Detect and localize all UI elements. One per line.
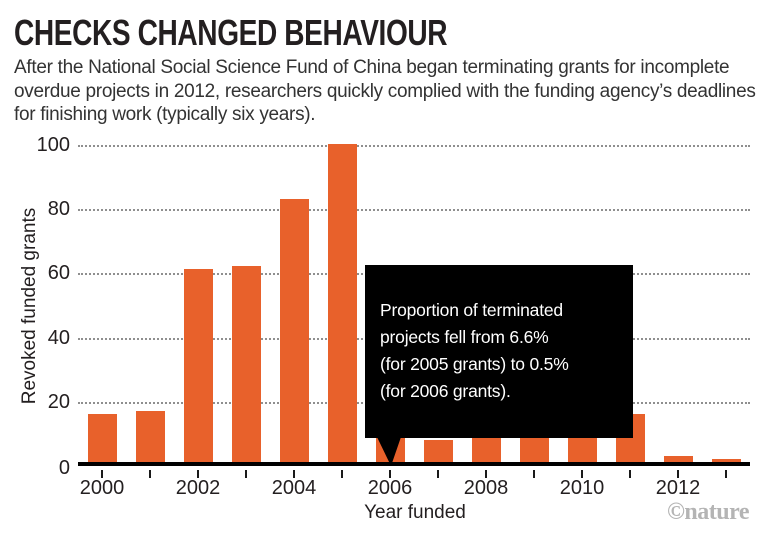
x-tick-2012 bbox=[677, 470, 679, 478]
gridline-100 bbox=[78, 145, 750, 147]
nature-credit: ©nature bbox=[667, 499, 750, 525]
x-tick-2002 bbox=[197, 470, 199, 478]
x-tick-2006 bbox=[389, 470, 391, 478]
x-tick-2010 bbox=[581, 470, 583, 478]
bar-2003 bbox=[231, 266, 261, 462]
x-tick-label-2008: 2008 bbox=[463, 477, 509, 499]
y-tick-label-0: 0 bbox=[58, 457, 70, 479]
y-tick-label-100: 100 bbox=[36, 134, 70, 156]
y-axis-title: Revoked funded grants bbox=[19, 207, 40, 405]
x-tick-2001 bbox=[149, 470, 151, 478]
gridline-80 bbox=[78, 209, 750, 212]
x-tick-2011 bbox=[629, 470, 631, 478]
y-tick-label-20: 20 bbox=[47, 390, 70, 413]
chart-subtitle: After the National Social Science Fund o… bbox=[14, 57, 756, 125]
x-tick-label-2006: 2006 bbox=[367, 477, 413, 499]
bar-2005 bbox=[327, 144, 357, 462]
bar-2007 bbox=[423, 439, 453, 462]
x-tick-2009 bbox=[533, 470, 535, 478]
x-tick-label-2002: 2002 bbox=[175, 477, 221, 499]
y-tick-label-40: 40 bbox=[47, 326, 70, 349]
x-tick-2004 bbox=[293, 470, 295, 478]
annotation-text: Proportion of terminated projects fell f… bbox=[380, 300, 569, 401]
annotation-pointer bbox=[377, 437, 401, 466]
bar-2012 bbox=[663, 455, 693, 462]
x-tick-2008 bbox=[485, 470, 487, 478]
chart-title: CHECKS CHANGED BEHAVIOUR bbox=[14, 12, 448, 53]
x-tick-label-2012: 2012 bbox=[655, 477, 701, 499]
bar-2001 bbox=[135, 410, 165, 462]
x-tick-2003 bbox=[245, 470, 247, 478]
y-tick-label-80: 80 bbox=[47, 198, 70, 221]
x-tick-2007 bbox=[437, 470, 439, 478]
x-tick-2005 bbox=[341, 470, 343, 478]
x-tick-2013 bbox=[725, 470, 727, 478]
x-tick-label-2004: 2004 bbox=[271, 477, 317, 499]
x-tick-label-2000: 2000 bbox=[79, 477, 125, 499]
annotation-callout: Proportion of terminated projects fell f… bbox=[365, 265, 633, 466]
bar-2004 bbox=[279, 198, 309, 462]
bar-2002 bbox=[183, 269, 213, 462]
bar-2000 bbox=[87, 413, 117, 462]
x-axis-title: Year funded bbox=[364, 502, 466, 523]
x-tick-2000 bbox=[101, 470, 103, 478]
bar-2013 bbox=[711, 458, 741, 462]
y-tick-label-60: 60 bbox=[47, 262, 70, 285]
x-tick-label-2010: 2010 bbox=[559, 477, 605, 499]
